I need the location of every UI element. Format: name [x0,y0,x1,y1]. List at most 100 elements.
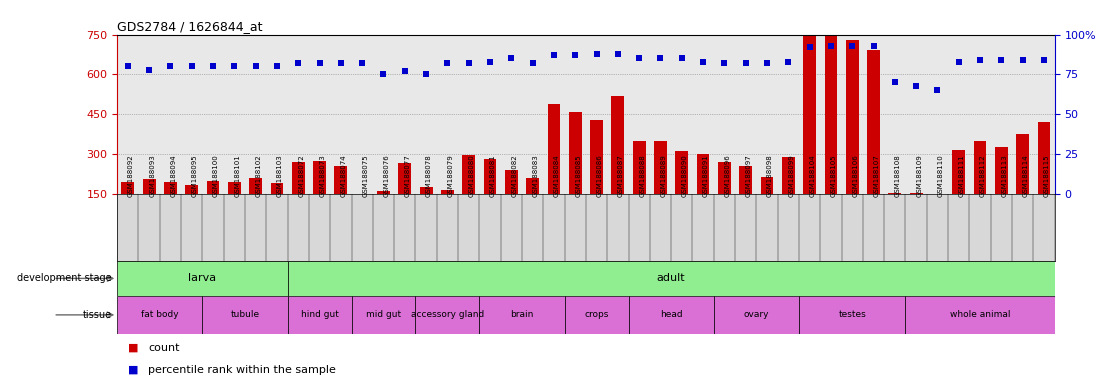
Text: count: count [148,343,180,353]
Point [375,71,393,78]
Point [1035,57,1052,63]
Point [396,68,414,74]
Bar [590,119,603,194]
Point [481,59,499,65]
Text: GSM188098: GSM188098 [767,154,773,197]
Bar [202,296,288,334]
Text: mid gut: mid gut [366,310,401,319]
Text: percentile rank within the sample: percentile rank within the sample [148,365,336,375]
Text: GSM188076: GSM188076 [384,154,389,197]
Bar [504,170,518,194]
Text: GSM188101: GSM188101 [234,154,240,197]
Point [1013,57,1031,63]
Text: GSM188089: GSM188089 [661,154,666,197]
Point [737,60,754,66]
Bar [314,161,326,194]
Text: GDS2784 / 1626844_at: GDS2784 / 1626844_at [117,20,262,33]
Bar [654,141,667,194]
Point [800,44,818,50]
Bar [228,182,241,194]
Point [971,57,989,63]
Text: GSM188085: GSM188085 [575,155,581,197]
Bar [480,296,565,334]
Bar [462,156,475,194]
Text: GSM188077: GSM188077 [405,154,411,197]
Text: GSM188109: GSM188109 [916,154,922,197]
Text: GSM188099: GSM188099 [788,154,795,197]
Text: tissue: tissue [83,310,112,320]
Text: larva: larva [189,273,217,283]
Point [907,83,925,89]
Point [417,71,435,78]
Text: ovary: ovary [743,310,769,319]
Bar [718,162,731,194]
Text: GSM188097: GSM188097 [745,154,752,197]
Text: GSM188081: GSM188081 [490,154,496,197]
Bar [569,112,581,194]
Text: GSM188082: GSM188082 [511,155,518,197]
Text: whole animal: whole animal [950,310,1010,319]
Text: GSM188087: GSM188087 [618,154,624,197]
Text: adult: adult [657,273,685,283]
Text: GSM188073: GSM188073 [319,154,326,197]
Bar [548,104,560,194]
Text: GSM188102: GSM188102 [256,155,261,197]
Text: GSM188083: GSM188083 [532,154,539,197]
Bar [910,193,923,194]
Bar [633,141,645,194]
Bar [415,296,480,334]
Bar [696,154,710,194]
Point [545,52,562,58]
Bar [1017,134,1029,194]
Point [354,60,372,66]
Point [141,66,158,73]
Text: GSM188086: GSM188086 [597,154,603,197]
Text: GSM188100: GSM188100 [213,154,219,197]
Point [183,63,201,70]
Text: GSM188096: GSM188096 [724,154,730,197]
Bar [739,166,752,194]
Bar [714,296,799,334]
Point [502,55,520,61]
Bar [799,296,905,334]
Point [310,60,328,66]
Bar [420,187,433,194]
Text: hind gut: hind gut [300,310,338,319]
Bar [117,261,288,296]
Text: GSM188095: GSM188095 [192,155,198,197]
Bar [292,162,305,194]
Bar [185,185,199,194]
Text: ■: ■ [128,343,138,353]
Text: GSM188105: GSM188105 [831,155,837,197]
Text: brain: brain [510,310,533,319]
Bar [288,261,1055,296]
Bar [675,151,689,194]
Point [779,59,797,65]
Bar [206,180,220,194]
Point [460,60,478,66]
Bar [1038,122,1050,194]
Point [204,63,222,70]
Bar [352,296,415,334]
Text: GSM188078: GSM188078 [426,154,432,197]
Point [247,63,264,70]
Bar [398,163,411,194]
Bar [867,51,879,194]
Bar [995,147,1008,194]
Text: GSM188093: GSM188093 [150,154,155,197]
Point [673,55,691,61]
Bar [931,194,944,220]
Bar [628,296,714,334]
Bar [973,141,987,194]
Text: GSM188112: GSM188112 [980,155,987,197]
Text: GSM188088: GSM188088 [639,154,645,197]
Text: GSM188107: GSM188107 [874,154,879,197]
Bar [122,182,134,194]
Point [652,55,670,61]
Point [992,57,1010,63]
Point [119,63,137,70]
Text: GSM188111: GSM188111 [959,154,964,197]
Bar [270,183,283,194]
Text: crops: crops [585,310,608,319]
Text: GSM188103: GSM188103 [277,154,283,197]
